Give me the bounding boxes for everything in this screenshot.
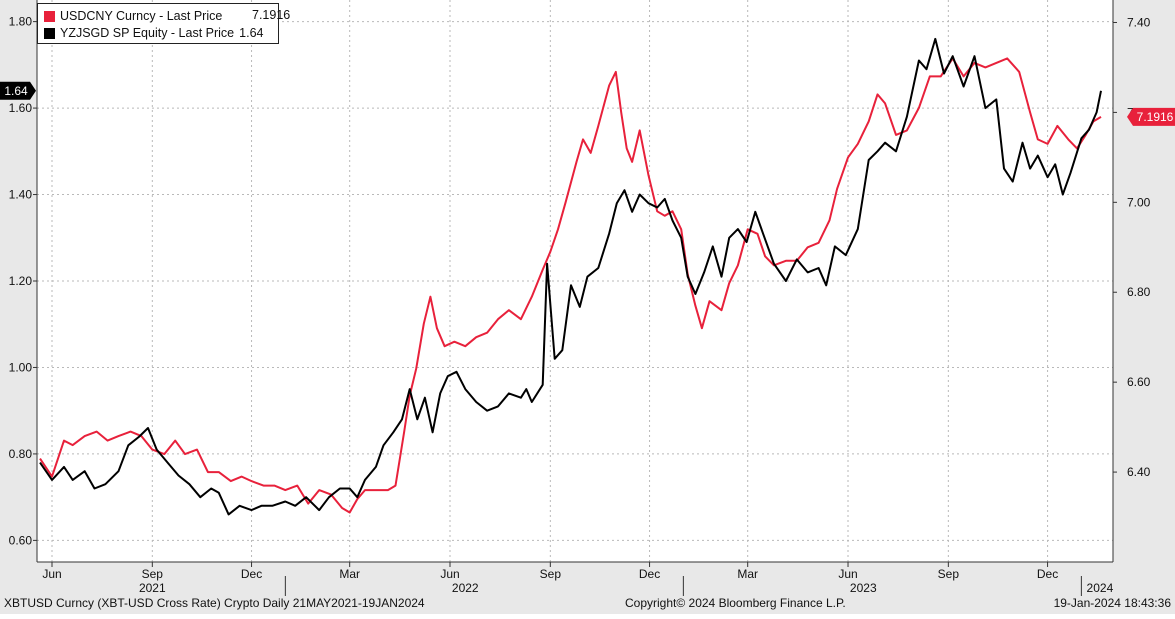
grid-layer [37,0,1113,562]
x-month-tick-label: Mar [339,567,360,581]
x-month-tick-label: Jun [838,567,857,581]
left-tick-label: 1.00 [9,360,33,374]
series-layer [39,37,1102,516]
last-value-tags: 7.1916 1.64 [0,81,1175,126]
last-value-tag-yzjsgd [0,81,36,100]
x-axis: Jun Sep Dec Mar Jun Sep Dec Mar Jun Sep Dec 2021 202… [37,561,1114,596]
x-year-label: 2024 [1087,581,1114,595]
x-month-tick-label: Dec [639,567,660,581]
left-tick-label: 0.80 [9,447,33,461]
left-tick-label: 1.40 [9,188,33,202]
left-tick-label: 1.60 [9,101,33,115]
legend-value-usdcny: 7.1916 [252,8,291,22]
x-month-tick-label: Sep [938,567,960,581]
x-month-tick-label: Jun [42,567,61,581]
left-y-axis: 0.60 0.80 1.00 1.20 1.40 1.60 1.80 [9,0,38,562]
footer-timestamp: 19-Jan-2024 18:43:36 [1053,596,1171,610]
right-tick-label: 7.00 [1127,195,1151,209]
legend-swatch-red [44,10,55,22]
right-tick-label: 6.60 [1127,375,1151,389]
x-year-label: 2023 [850,581,877,595]
last-value-text-yzjsgd: 1.64 [4,84,28,98]
legend-label-yzjsgd: YZJSGD SP Equity - Last Price [60,26,235,40]
legend-item-yzjsgd: YZJSGD SP Equity - Last Price 1.64 [44,25,263,41]
last-value-tag-usdcny [1127,107,1175,126]
x-year-label: 2022 [452,581,479,595]
left-tick-label: 1.20 [9,274,33,288]
x-year-label: 2021 [139,581,166,595]
legend-label-usdcny: USDCNY Curncy - Last Price [60,9,223,23]
right-tick-label: 7.40 [1127,15,1151,29]
left-tick-label: 1.80 [9,15,33,29]
footer-security-info: XBTUSD Curncy (XBT-USD Cross Rate) Crypt… [4,596,425,610]
x-month-tick-label: Dec [1037,567,1058,581]
legend-item-usdcny: USDCNY Curncy - Last Price [44,8,222,24]
right-tick-label: 6.40 [1127,465,1151,479]
last-value-text-usdcny: 7.1916 [1137,110,1174,124]
chart-legend: USDCNY Curncy - Last Price 7.1916 YZJSGD… [37,3,290,44]
x-month-tick-label: Mar [737,567,758,581]
legend-swatch-black [44,27,55,39]
right-tick-label: 6.80 [1127,285,1151,299]
x-month-tick-label: Jun [440,567,459,581]
left-tick-label: 0.60 [9,533,33,547]
series-line-usdcny [39,57,1102,514]
series-line-yzjsgd [39,37,1102,516]
footer-copyright: Copyright© 2024 Bloomberg Finance L.P. [625,596,846,610]
x-month-tick-label: Dec [241,567,262,581]
legend-value-yzjsgd: 1.64 [239,26,264,40]
x-month-tick-label: Sep [142,567,164,581]
x-month-tick-label: Sep [540,567,562,581]
